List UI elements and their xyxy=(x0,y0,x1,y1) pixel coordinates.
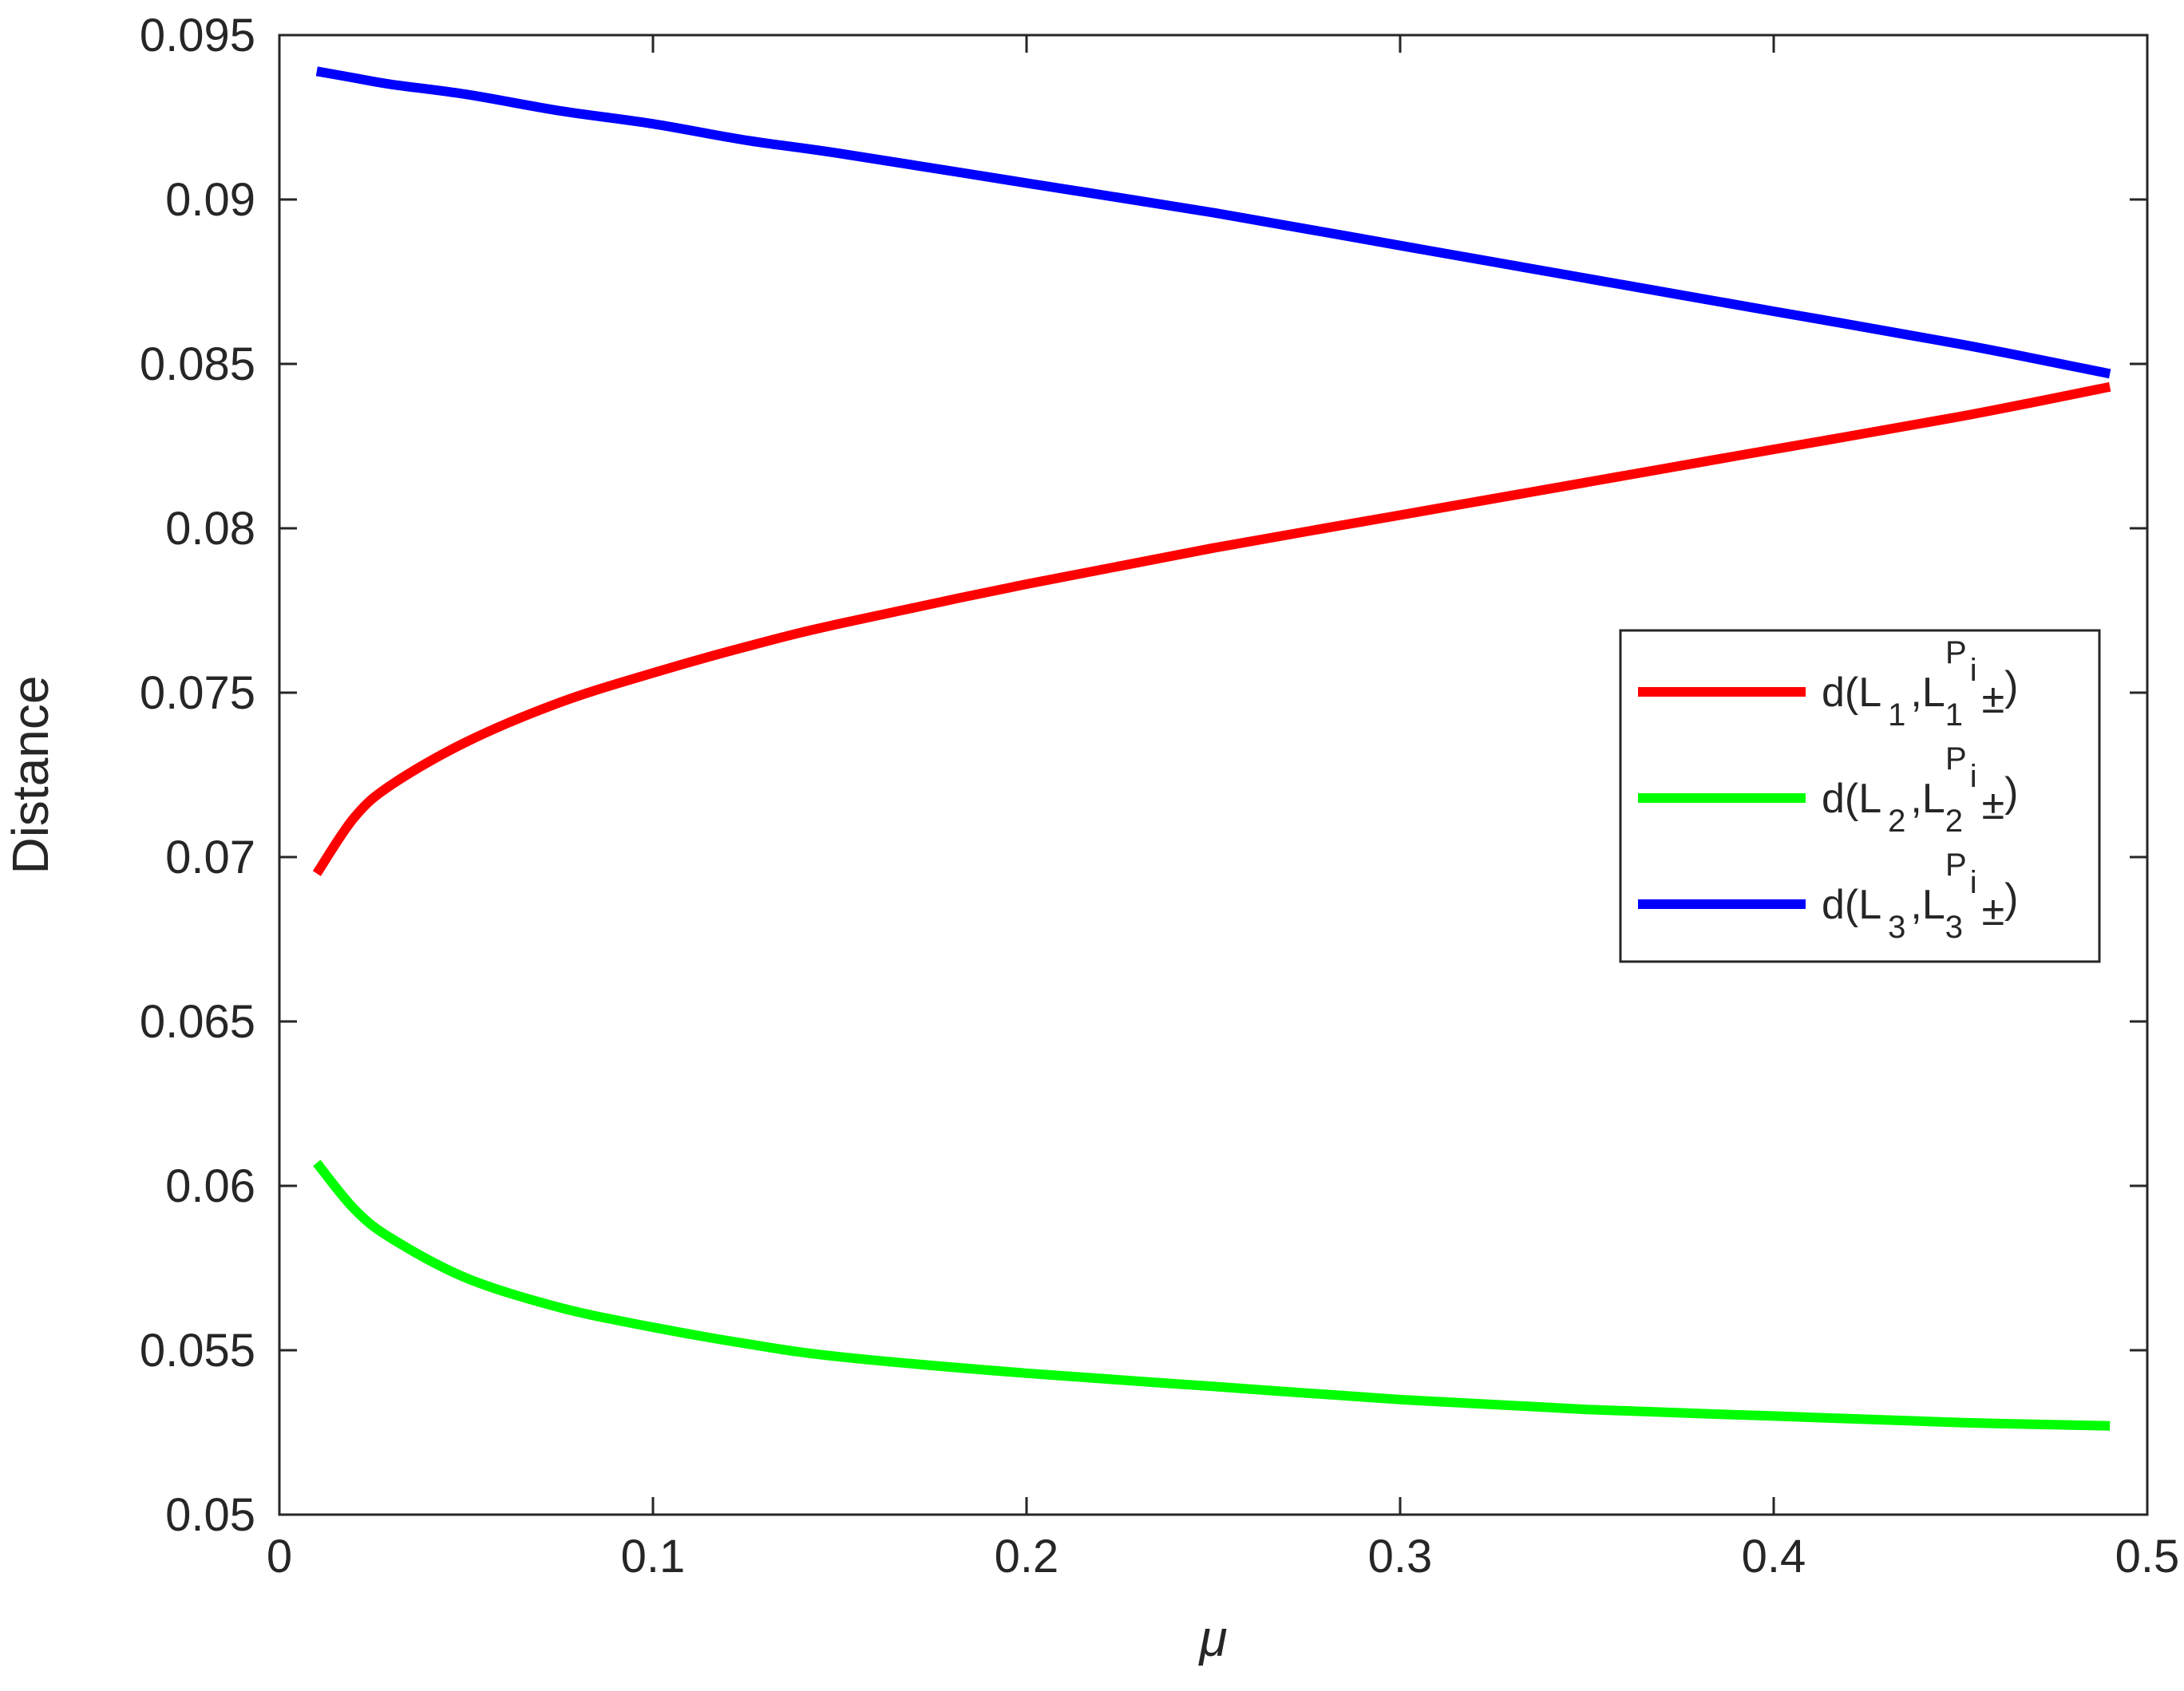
legend-label-part: i xyxy=(1970,865,1977,900)
tick-labels: 0 0.1 0.2 0.3 0.4 0.5 0.05 0.055 0.06 0.065 0.07 0.… xyxy=(140,10,2179,1582)
legend-label-part: 1 xyxy=(1945,697,1963,733)
legend-label-part: ,L xyxy=(1910,776,1945,822)
y-tick-label: 0.085 xyxy=(140,338,255,390)
legend-label-part: i xyxy=(1970,653,1977,688)
y-tick-label: 0.08 xyxy=(165,503,255,555)
x-tick-label: 0.3 xyxy=(1368,1531,1433,1582)
y-tick-label: 0.065 xyxy=(140,996,255,1048)
series-layer xyxy=(312,66,2111,1431)
legend-label-part: d(L xyxy=(1822,882,1881,928)
y-axis-label: Distance xyxy=(2,676,59,875)
x-tick-label: 0.5 xyxy=(2115,1531,2180,1582)
series-line-3 xyxy=(315,66,2111,379)
legend-label-1: d(L 1 ,L1P i±) xyxy=(1822,635,2018,733)
legend-label-part: P xyxy=(1945,741,1967,776)
legend-label-3: d(L 3 ,L3P i±) xyxy=(1822,847,2018,945)
legend-label-part: d(L xyxy=(1822,776,1881,822)
y-tick-label: 0.095 xyxy=(140,10,255,61)
legend-label-part: ) xyxy=(2004,769,2018,816)
legend-label-part: ± xyxy=(1982,782,2005,828)
x-tick-label: 0.2 xyxy=(995,1531,1059,1582)
legend-label-part: 2 xyxy=(1888,804,1905,839)
legend-label-part: P xyxy=(1945,635,1967,670)
y-tick-label: 0.075 xyxy=(140,667,255,719)
y-tick-label: 0.06 xyxy=(165,1160,255,1212)
legend-label-part: ) xyxy=(2004,875,2018,922)
legend: d(L 1 ,L1P i±)d(L 2 ,L2P i±)d(L 3 ,L3P i±) xyxy=(1619,629,2101,963)
y-tick-label: 0.05 xyxy=(165,1489,255,1541)
legend-label-part: ,L xyxy=(1910,882,1945,928)
x-tick-label: 0 xyxy=(267,1531,292,1582)
y-tick-label: 0.055 xyxy=(140,1325,255,1377)
legend-label-part: ) xyxy=(2004,663,2018,709)
legend-label-part: P xyxy=(1945,847,1967,883)
legend-label-part: 2 xyxy=(1945,804,1963,839)
series-line-2 xyxy=(313,1160,2111,1431)
legend-label-part: ± xyxy=(1982,888,2005,934)
legend-label-part: 3 xyxy=(1888,910,1905,945)
x-tick-label: 0.4 xyxy=(1742,1531,1806,1582)
legend-label-part: 3 xyxy=(1945,910,1963,945)
y-tick-label: 0.09 xyxy=(165,174,255,226)
x-tick-label: 0.1 xyxy=(621,1531,686,1582)
legend-label-part: ± xyxy=(1982,676,2005,722)
y-tick-label: 0.07 xyxy=(165,832,255,883)
legend-label-part: ,L xyxy=(1910,670,1945,716)
legend-label-part: d(L xyxy=(1822,670,1881,716)
tick-marks xyxy=(278,34,2149,1516)
legend-label-part: i xyxy=(1970,759,1977,794)
series-line-1 xyxy=(312,381,2111,876)
x-axis-label: μ xyxy=(1197,1610,1227,1667)
legend-label-2: d(L 2 ,L2P i±) xyxy=(1822,741,2018,839)
legend-label-part: 1 xyxy=(1888,697,1905,733)
